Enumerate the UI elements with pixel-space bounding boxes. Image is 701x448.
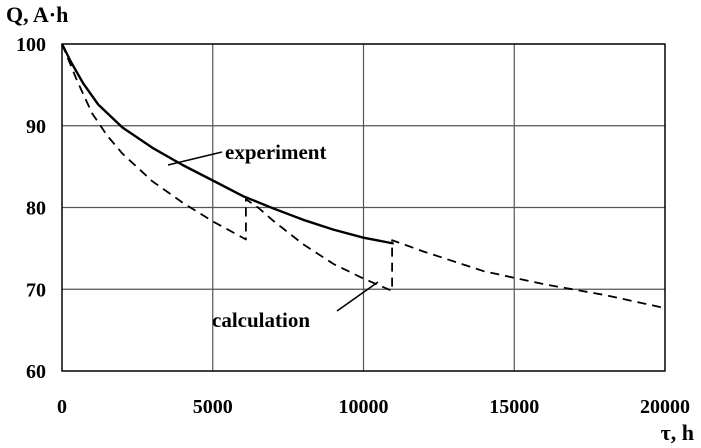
series-calculation (61, 43, 666, 309)
y-tick-labels: 60 70 80 90 100 (16, 34, 46, 383)
x-axis-label: τ, h (661, 420, 694, 445)
experiment-leader-line (167, 151, 223, 166)
calculation-leader-line (336, 281, 379, 312)
series-experiment (60, 43, 394, 245)
calculation-annotation: calculation (212, 308, 310, 332)
grid (61, 43, 666, 372)
x-tick-label: 5000 (193, 396, 233, 418)
y-tick-label: 80 (26, 198, 46, 220)
series-layer (60, 43, 666, 309)
x-tick-labels: 0 5000 10000 15000 20000 (57, 396, 690, 418)
y-tick-label: 90 (26, 116, 46, 138)
plot-frame (61, 43, 666, 372)
x-tick-label: 10000 (339, 396, 389, 418)
experiment-annotation: experiment (225, 140, 326, 164)
y-tick-label: 70 (26, 279, 46, 301)
y-tick-label: 100 (16, 34, 46, 56)
x-tick-label: 15000 (489, 396, 539, 418)
x-tick-label: 20000 (640, 396, 690, 418)
x-tick-label: 0 (57, 396, 67, 418)
y-axis-label: Q, A·h (6, 2, 68, 27)
y-tick-label: 60 (26, 361, 46, 383)
